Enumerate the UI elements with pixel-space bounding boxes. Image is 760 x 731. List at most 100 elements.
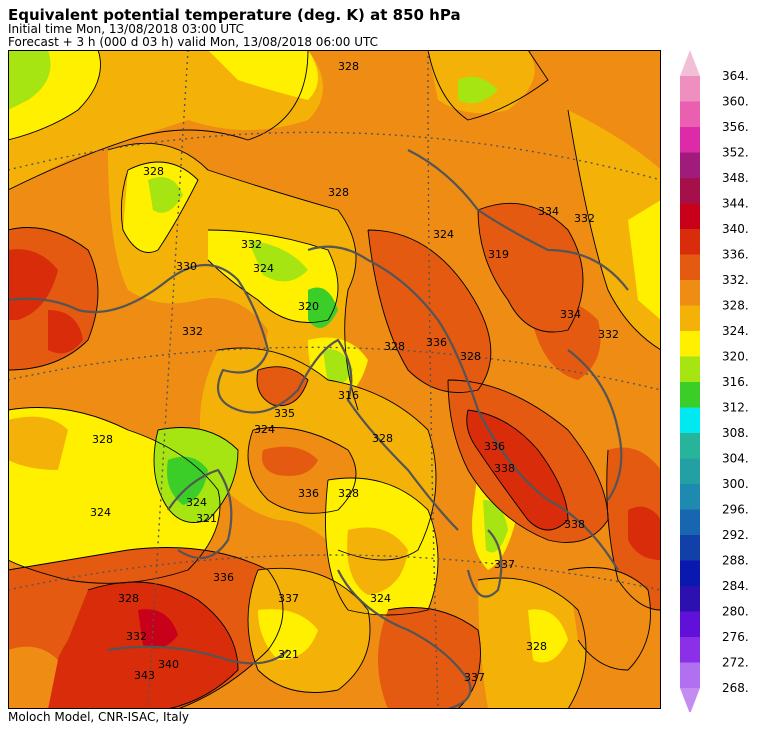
colorbar-box	[680, 356, 700, 382]
contour-label: 332	[574, 212, 595, 225]
contour-label: 324	[186, 496, 207, 509]
colorbar-box	[680, 76, 700, 102]
colorbar-box	[680, 203, 700, 229]
colorbar-label: 316.	[722, 375, 749, 389]
colorbar-box	[680, 586, 700, 612]
colorbar-box	[680, 280, 700, 306]
contour-label: 336	[213, 571, 234, 584]
colorbar-label: 268.	[722, 681, 749, 695]
contour-label: 324	[254, 423, 275, 436]
colorbar-box	[680, 127, 700, 153]
contour-label: 321	[196, 512, 217, 525]
contour-label: 332	[241, 238, 262, 251]
colorbar-box	[680, 305, 700, 331]
colorbar-label: 276.	[722, 630, 749, 644]
contour-label: 320	[298, 300, 319, 313]
contour-label: 335	[274, 407, 295, 420]
colorbar-label: 348.	[722, 171, 749, 185]
colorbar-label: 280.	[722, 605, 749, 619]
contour-label: 332	[126, 630, 147, 643]
contour-label: 334	[560, 308, 581, 321]
contour-label: 337	[494, 558, 515, 571]
contour-label: 328	[526, 640, 547, 653]
colorbar-label: 340.	[722, 222, 749, 236]
colorbar-box	[680, 433, 700, 459]
colorbar-label: 296.	[722, 503, 749, 517]
colorbar-box	[680, 152, 700, 178]
colorbar-boxes	[680, 50, 700, 712]
colorbar-box	[680, 458, 700, 484]
colorbar-box	[680, 229, 700, 255]
colorbar-box	[680, 611, 700, 637]
colorbar-label: 292.	[722, 528, 749, 542]
colorbar-box	[680, 254, 700, 280]
colorbar-label: 272.	[722, 656, 749, 670]
contour-label: 336	[484, 440, 505, 453]
colorbar-labels: 364. 360. 356. 352. 348. 344. 340. 336. 332. 328.…	[722, 69, 749, 695]
colorbar-label: 356.	[722, 120, 749, 134]
contour-label: 328	[118, 592, 139, 605]
coastline-layer	[8, 149, 629, 709]
colorbar-label: 284.	[722, 579, 749, 593]
colorbar-box	[680, 637, 700, 663]
contour-label: 328	[338, 60, 359, 73]
contour-label: 337	[278, 592, 299, 605]
colorbar-label: 304.	[722, 452, 749, 466]
contour-label: 319	[488, 248, 509, 261]
contour-label: 316	[338, 389, 359, 402]
colorbar-box	[680, 662, 700, 688]
contour-label: 336	[426, 336, 447, 349]
contour-label: 340	[158, 658, 179, 671]
colorbar-bottom-arrow	[680, 688, 700, 712]
contour-label: 324	[433, 228, 454, 241]
colorbar-label: 328.	[722, 299, 749, 313]
initial-time-label: Initial time Mon, 13/08/2018 03:00 UTC	[8, 22, 245, 36]
contour-label: 328	[143, 165, 164, 178]
theta-e-map: 328 334 332 324 319 328 328 332 330 324 320 332 336 3…	[8, 50, 661, 709]
contour-label: 332	[182, 325, 203, 338]
colorbar-box	[680, 178, 700, 204]
colorbar-box	[680, 535, 700, 561]
forecast-time-label: Forecast + 3 h (000 d 03 h) valid Mon, 1…	[8, 35, 378, 49]
contour-label: 337	[464, 671, 485, 684]
contour-label: 336	[298, 487, 319, 500]
contour-label: 328	[328, 186, 349, 199]
map-frame	[8, 50, 661, 709]
colorbar-label: 320.	[722, 350, 749, 364]
colorbar-box	[680, 331, 700, 357]
contour-label: 332	[598, 328, 619, 341]
contour-label: 338	[494, 462, 515, 475]
colorbar-label: 352.	[722, 146, 749, 160]
model-credit: Moloch Model, CNR-ISAC, Italy	[8, 710, 190, 724]
colorbar-box	[680, 382, 700, 408]
chart-title: Equivalent potential temperature (deg. K…	[8, 6, 461, 24]
contour-label: 338	[564, 518, 585, 531]
contour-label: 324	[90, 506, 111, 519]
colorbar-box	[680, 407, 700, 433]
contour-label: 330	[176, 260, 197, 273]
colorbar-label: 344.	[722, 197, 749, 211]
colorbar-box	[680, 101, 700, 127]
colorbar: 364. 360. 356. 352. 348. 344. 340. 336. 332. 328.…	[680, 50, 749, 712]
colorbar-label: 308.	[722, 426, 749, 440]
graticule-lines	[8, 50, 661, 709]
contour-label: 328	[372, 432, 393, 445]
contour-label: 334	[538, 205, 559, 218]
contour-label: 321	[278, 648, 299, 661]
colorbar-label: 332.	[722, 273, 749, 287]
contour-label: 328	[338, 487, 359, 500]
colorbar-label: 360.	[722, 95, 749, 109]
contour-label: 324	[253, 262, 274, 275]
colorbar-box	[680, 560, 700, 586]
contour-label-layer: 328 334 332 324 319 328 328 332 330 324 320 332 336 3…	[90, 60, 619, 684]
colorbar-label: 300.	[722, 477, 749, 491]
colorbar-label: 288.	[722, 554, 749, 568]
contour-label: 343	[134, 669, 155, 682]
contour-label: 328	[384, 340, 405, 353]
colorbar-box	[680, 509, 700, 535]
colorbar-top-arrow	[680, 50, 700, 76]
colorbar-label: 364.	[722, 69, 749, 83]
contour-label: 328	[92, 433, 113, 446]
colorbar-label: 336.	[722, 248, 749, 262]
colorbar-label: 312.	[722, 401, 749, 415]
